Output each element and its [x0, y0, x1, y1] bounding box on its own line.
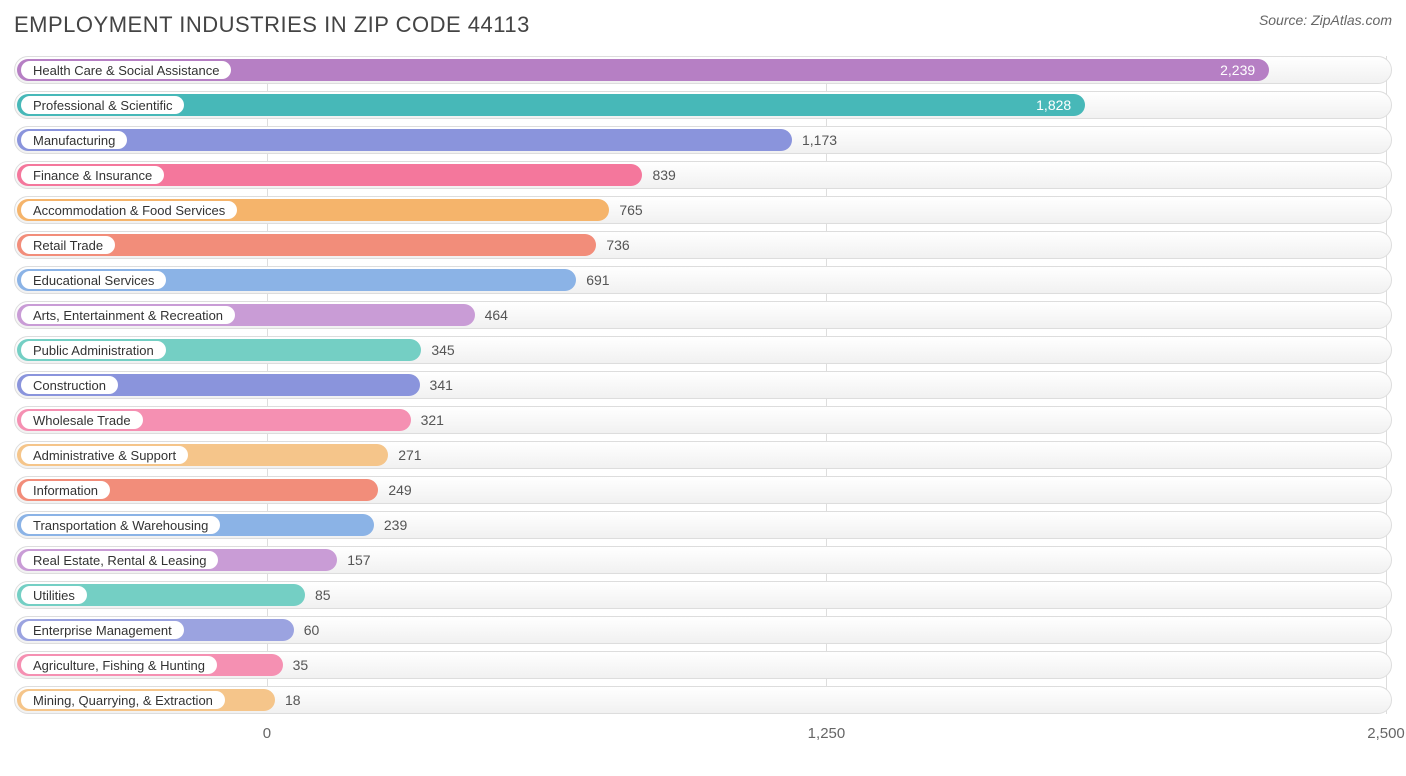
chart-header: EMPLOYMENT INDUSTRIES IN ZIP CODE 44113 … [14, 12, 1392, 38]
bar-value: 239 [374, 511, 407, 539]
bar-row: Educational Services 691 [14, 266, 1392, 294]
bar-label-pill: Public Administration [21, 341, 166, 359]
bar-row: Real Estate, Rental & Leasing 157 [14, 546, 1392, 574]
bar-row: Enterprise Management 60 [14, 616, 1392, 644]
bar-row: Transportation & Warehousing 239 [14, 511, 1392, 539]
bar-label-pill: Manufacturing [21, 131, 127, 149]
bar-label-pill: Administrative & Support [21, 446, 188, 464]
bar-value: 18 [275, 686, 301, 714]
bar-value: 60 [294, 616, 320, 644]
bar-label-pill: Real Estate, Rental & Leasing [21, 551, 218, 569]
bar-label-pill: Enterprise Management [21, 621, 184, 639]
bar-label-pill: Wholesale Trade [21, 411, 143, 429]
bar-label-pill: Information [21, 481, 110, 499]
bar-value: 249 [378, 476, 411, 504]
bar-row: Wholesale Trade 321 [14, 406, 1392, 434]
bar-value: 1,828 [14, 91, 1085, 119]
axis-tick-label: 2,500 [1367, 725, 1405, 742]
bar-row: Finance & Insurance 839 [14, 161, 1392, 189]
bar-row: Manufacturing 1,173 [14, 126, 1392, 154]
bar-label-pill: Retail Trade [21, 236, 115, 254]
source-label: Source: [1259, 12, 1307, 28]
bar-row: Administrative & Support 271 [14, 441, 1392, 469]
bar-row: Agriculture, Fishing & Hunting 35 [14, 651, 1392, 679]
axis-tick-label: 1,250 [808, 725, 846, 742]
bar-value: 736 [596, 231, 629, 259]
bar-value: 765 [609, 196, 642, 224]
bar-label-pill: Agriculture, Fishing & Hunting [21, 656, 217, 674]
bar-row: Information 249 [14, 476, 1392, 504]
bar-value: 35 [283, 651, 309, 679]
bar-label-pill: Arts, Entertainment & Recreation [21, 306, 235, 324]
axis-tick-label: 0 [263, 725, 271, 742]
bar-label-pill: Mining, Quarrying, & Extraction [21, 691, 225, 709]
bar-label-pill: Construction [21, 376, 118, 394]
chart-area: Health Care & Social Assistance2,239 Prof… [14, 56, 1392, 751]
bar-row: Accommodation & Food Services 765 [14, 196, 1392, 224]
bar-row: Arts, Entertainment & Recreation 464 [14, 301, 1392, 329]
bar-value: 157 [337, 546, 370, 574]
chart-title: EMPLOYMENT INDUSTRIES IN ZIP CODE 44113 [14, 12, 530, 38]
bar-row: Mining, Quarrying, & Extraction 18 [14, 686, 1392, 714]
bar-value: 321 [411, 406, 444, 434]
x-axis: 01,2502,500 [14, 721, 1392, 751]
bar-value: 271 [388, 441, 421, 469]
bar-value: 1,173 [792, 126, 837, 154]
bar-row: Construction 341 [14, 371, 1392, 399]
bar-row: Health Care & Social Assistance2,239 [14, 56, 1392, 84]
source-value: ZipAtlas.com [1311, 12, 1392, 28]
bar-label-pill: Accommodation & Food Services [21, 201, 237, 219]
bar-value: 839 [642, 161, 675, 189]
bar-row: Retail Trade 736 [14, 231, 1392, 259]
bar-value: 85 [305, 581, 331, 609]
bar-value: 691 [576, 266, 609, 294]
bar-label-pill: Finance & Insurance [21, 166, 164, 184]
bar-value: 2,239 [14, 56, 1269, 84]
bar-row: Public Administration 345 [14, 336, 1392, 364]
bar-value: 345 [421, 336, 454, 364]
bar-value: 341 [420, 371, 453, 399]
bar-label-pill: Utilities [21, 586, 87, 604]
bar-label-pill: Educational Services [21, 271, 166, 289]
chart-source: Source: ZipAtlas.com [1259, 12, 1392, 28]
bar-row: Utilities 85 [14, 581, 1392, 609]
bar-label-pill: Transportation & Warehousing [21, 516, 220, 534]
bar-row: Professional & Scientific1,828 [14, 91, 1392, 119]
bar-value: 464 [475, 301, 508, 329]
bar-fill [17, 129, 792, 151]
bar-rows-container: Health Care & Social Assistance2,239 Prof… [14, 56, 1392, 714]
